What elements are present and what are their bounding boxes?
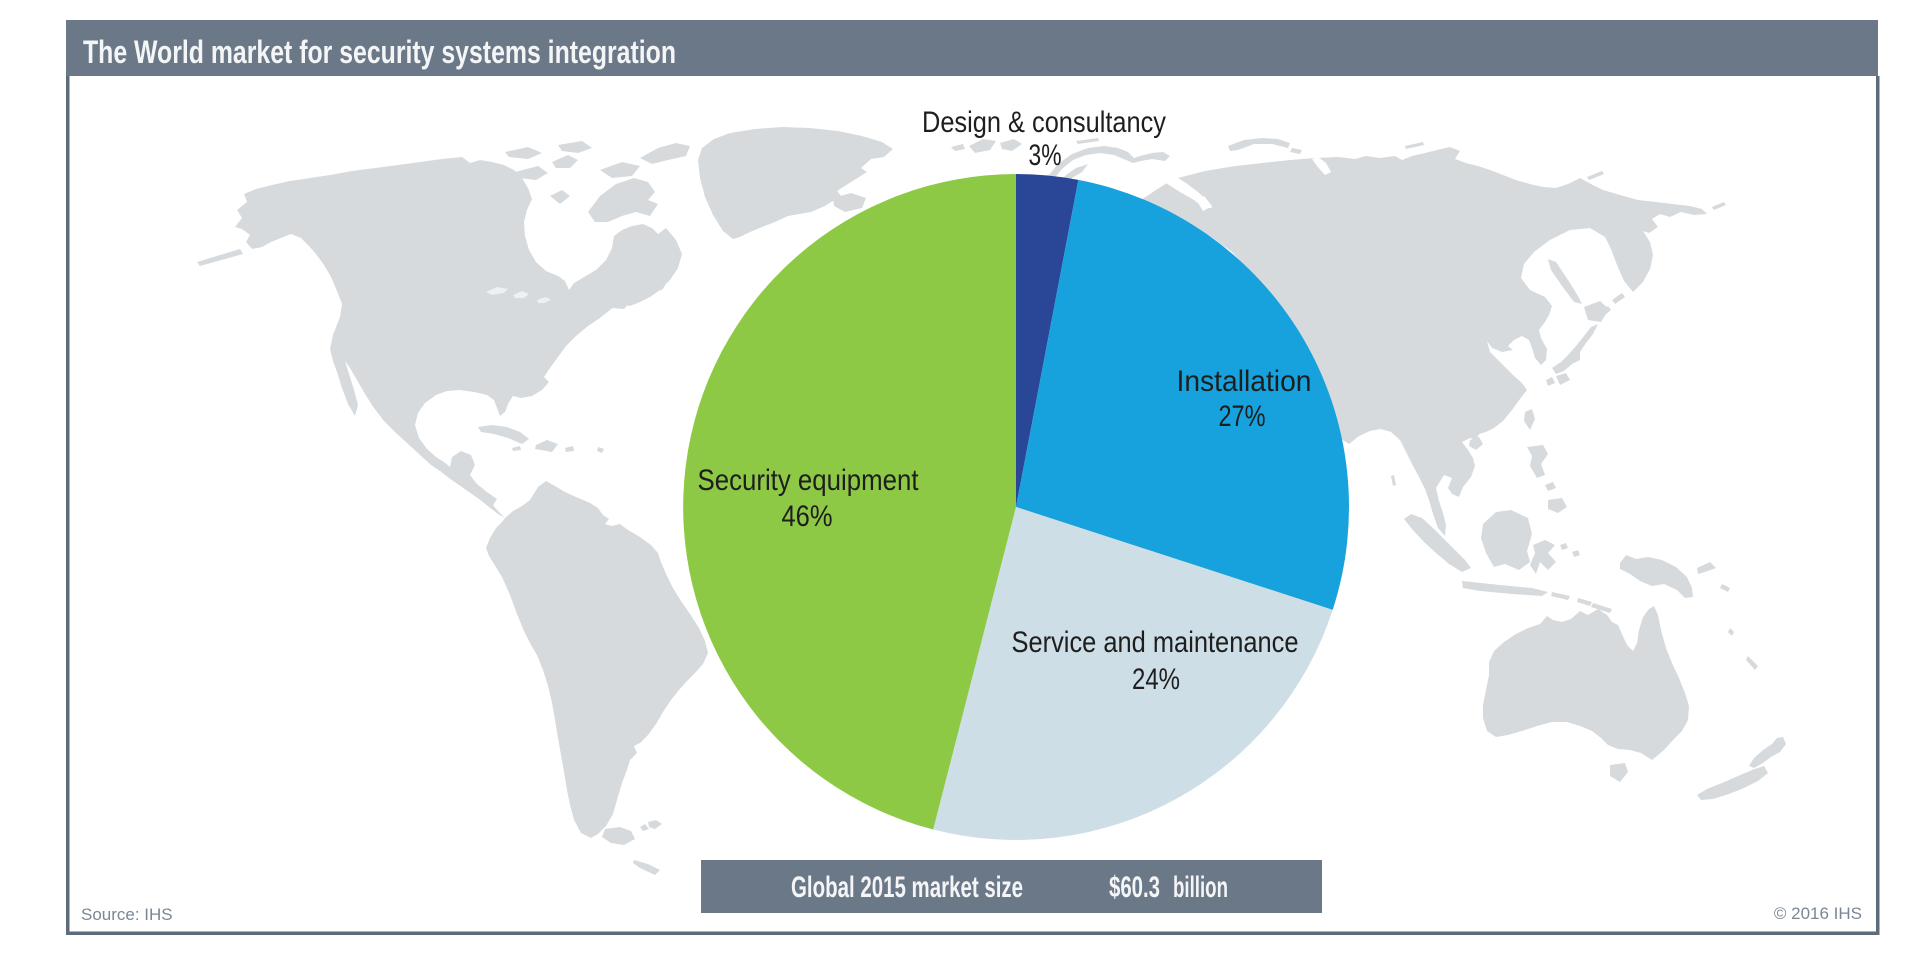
svg-text:Service and maintenance: Service and maintenance — [1012, 626, 1299, 659]
svg-text:The World market for security: The World market for security systems in… — [83, 34, 676, 70]
svg-text:Installation: Installation — [1177, 365, 1312, 398]
svg-text:Global 2015 market size: Global 2015 market size — [791, 871, 1023, 904]
svg-text:$60.3: $60.3 — [1109, 871, 1160, 904]
svg-text:Design & consultancy: Design & consultancy — [922, 106, 1166, 139]
svg-text:Security equipment: Security equipment — [698, 464, 920, 497]
svg-text:billion: billion — [1173, 871, 1228, 904]
svg-text:© 2016 IHS: © 2016 IHS — [1774, 904, 1862, 923]
svg-text:24%: 24% — [1132, 663, 1180, 696]
svg-text:46%: 46% — [782, 500, 833, 533]
svg-text:Source: IHS: Source: IHS — [81, 905, 173, 924]
svg-text:3%: 3% — [1029, 139, 1062, 172]
svg-text:27%: 27% — [1219, 400, 1266, 433]
